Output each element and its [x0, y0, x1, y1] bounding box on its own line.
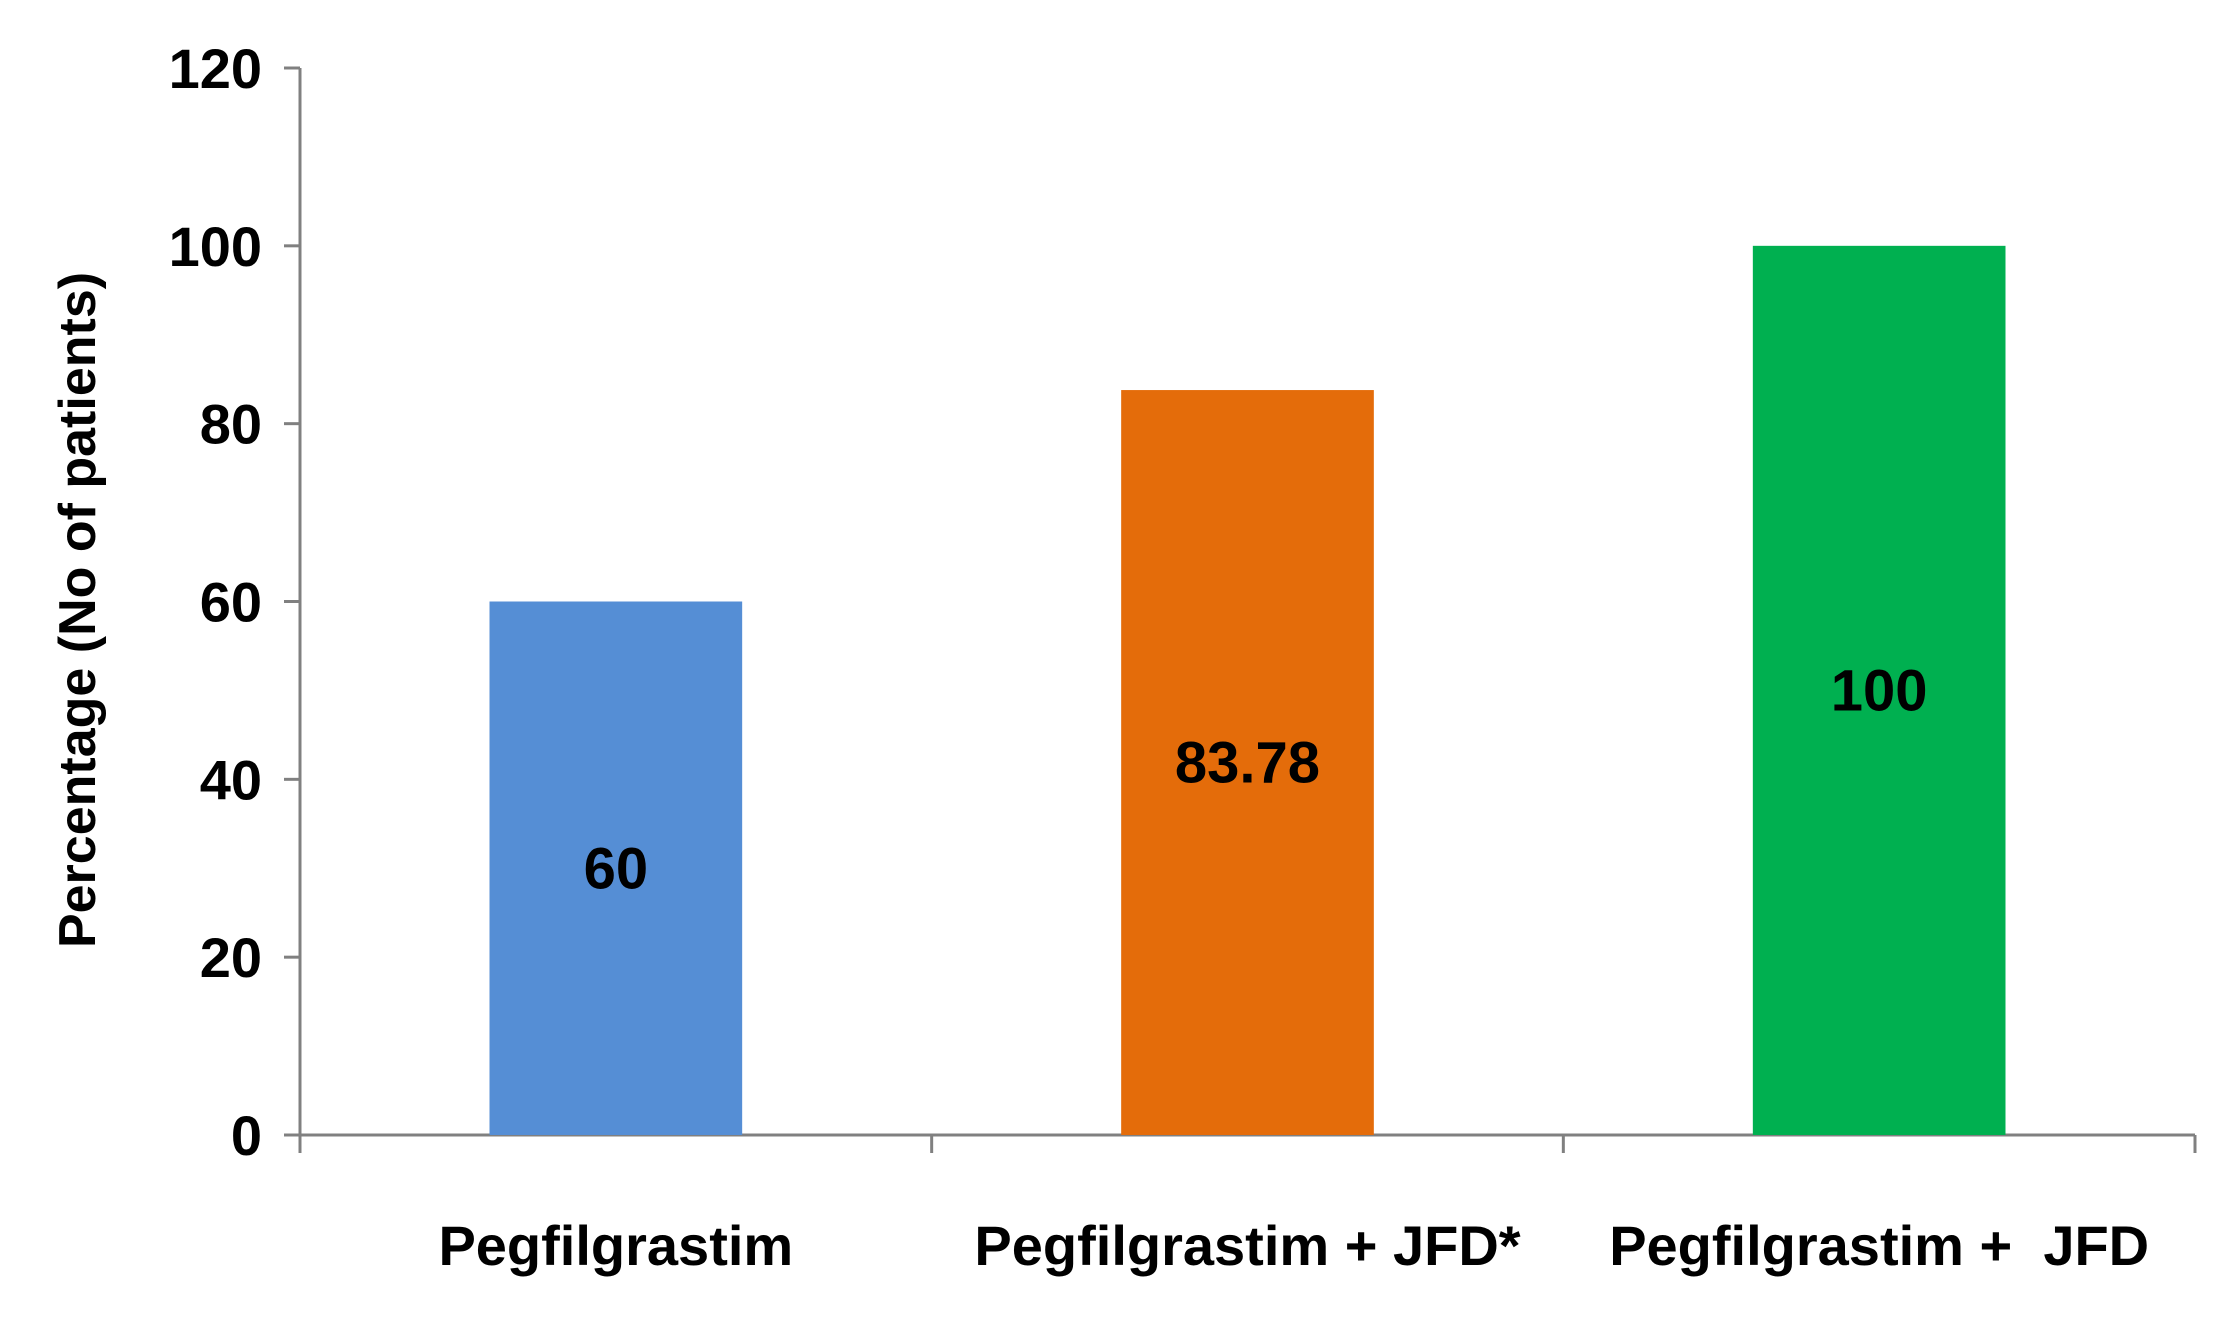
bar-3 [1752, 245, 2006, 1136]
y-tick-label: 100 [169, 215, 262, 278]
y-tick-label: 60 [200, 571, 262, 634]
bar-2 [1121, 390, 1374, 1135]
data-label: 60 [584, 836, 649, 901]
y-tick-label: 120 [169, 37, 262, 100]
y-tick-label: 40 [200, 748, 262, 811]
bar-1 [489, 601, 743, 1135]
y-axis-title: Percentage (No of patients) [49, 272, 107, 948]
y-tick-label: 0 [231, 1104, 262, 1167]
x-tick-label: Pegfilgrastim + JFD* [974, 1214, 1520, 1277]
x-tick-label: Pegfilgrastim [438, 1214, 793, 1277]
data-label: 100 [1831, 658, 1928, 723]
y-tick-label: 80 [200, 393, 262, 456]
data-label: 83.78 [1175, 731, 1320, 796]
x-tick-label: Pegfilgrastim + JFD [1609, 1214, 2149, 1277]
y-tick-label: 20 [200, 926, 262, 989]
